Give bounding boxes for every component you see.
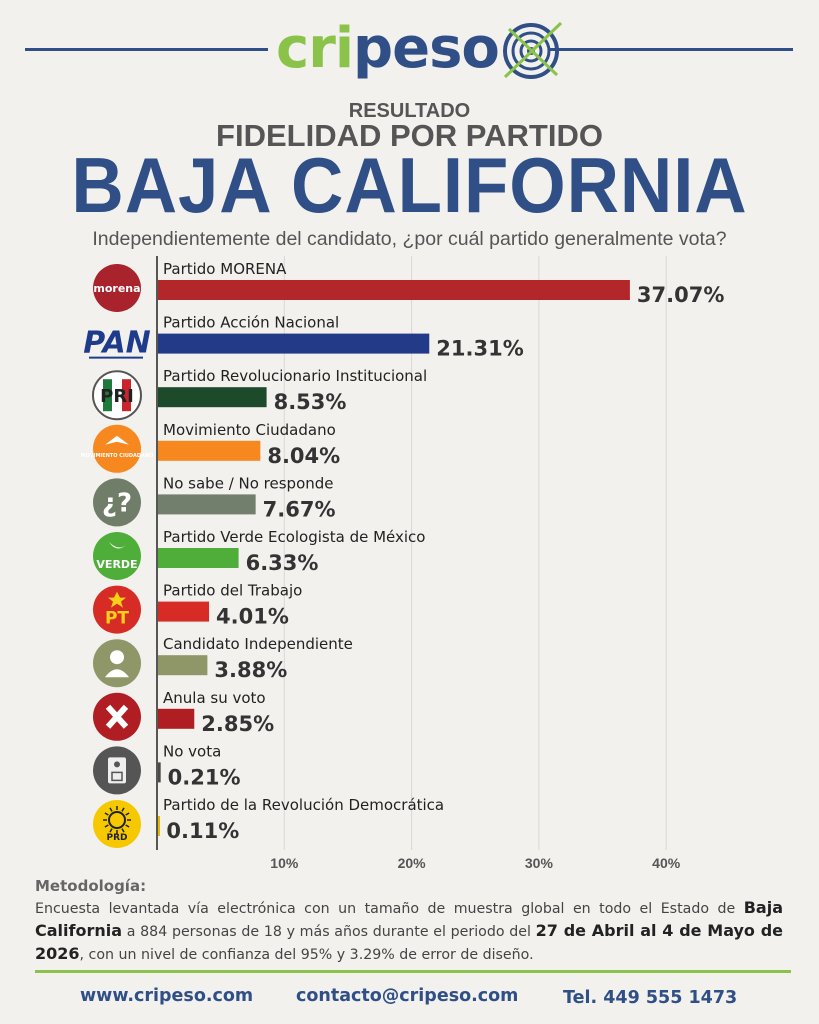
category-label: Partido Acción Nacional <box>163 314 339 332</box>
bar <box>158 655 208 676</box>
methodology-text-1: Encuesta levantada vía electrónica con u… <box>35 901 736 917</box>
category-label: Candidato Independiente <box>163 635 353 653</box>
methodology-title: Metodología: <box>35 877 147 895</box>
bar <box>158 762 161 783</box>
value-label: 37.07% <box>637 283 724 307</box>
question-icon: ¿? <box>93 478 141 527</box>
ballot-icon <box>93 746 141 795</box>
value-label: 21.31% <box>436 337 523 361</box>
value-label: 0.21% <box>168 765 241 789</box>
pan-logo-icon: PAN <box>83 326 151 361</box>
svg-text:MOVIMIENTO CIUDADANO: MOVIMIENTO CIUDADANO <box>81 453 154 459</box>
svg-text:¿?: ¿? <box>102 488 132 518</box>
bar <box>158 601 210 622</box>
x-tick-label: 10% <box>270 855 299 871</box>
value-label: 4.01% <box>216 605 289 629</box>
category-label: Partido Verde Ecologista de México <box>163 528 425 546</box>
methodology-state: Baja California <box>35 898 783 940</box>
category-label: Partido Revolucionario Institucional <box>163 367 427 385</box>
bar <box>158 280 630 300</box>
value-label: 2.85% <box>201 712 274 736</box>
svg-text:PAN: PAN <box>83 326 151 361</box>
page-title: BAJA CALIFORNIA <box>71 141 748 229</box>
morena-logo-icon: morena <box>93 264 141 312</box>
bar-chart: 10% 20% 30% 40% morena Partido MORENA 37.07% PA… <box>81 256 724 871</box>
result-label: RESULTADO <box>348 100 471 122</box>
x-tick-label: 20% <box>398 855 427 871</box>
verde-logo-icon: VERDE <box>93 532 141 580</box>
bar <box>158 708 195 729</box>
person-icon <box>93 639 141 688</box>
footer-divider <box>35 970 791 973</box>
header-line-left <box>25 48 268 51</box>
value-label: 8.04% <box>267 444 340 468</box>
category-label: Anula su voto <box>163 689 266 707</box>
methodology-text-2: a 884 personas de 18 y más años durante … <box>122 924 536 940</box>
prd-logo-icon: PRD <box>93 800 141 848</box>
svg-text:PRI: PRI <box>100 386 134 407</box>
category-label: No sabe / No responde <box>163 474 334 492</box>
methodology: Metodología: Encuesta levantada vía elec… <box>35 876 783 966</box>
category-label: Partido de la Revolución Democrática <box>163 796 444 814</box>
cripeso-logo: cripeso <box>276 14 565 84</box>
bar <box>158 440 261 461</box>
value-label: 7.67% <box>263 497 336 521</box>
footer-phone: Tel. 449 555 1473 <box>563 988 738 1008</box>
value-label: 0.11% <box>166 819 239 843</box>
bar <box>158 816 160 836</box>
subtitle: FIDELIDAD POR PARTIDO <box>216 118 603 153</box>
footer-website-link[interactable]: www.cripeso.com <box>80 986 254 1006</box>
bar <box>158 548 239 568</box>
pri-logo-icon: PRI <box>92 370 142 421</box>
value-label: 6.33% <box>246 551 319 575</box>
survey-question: Independientemente del candidato, ¿por c… <box>92 228 727 250</box>
x-icon <box>93 692 141 741</box>
movimiento-ciudadano-logo-icon: MOVIMIENTO CIUDADANO <box>81 424 154 473</box>
category-label: Movimiento Ciudadano <box>163 421 336 439</box>
category-label: Partido MORENA <box>163 260 287 278</box>
svg-text:PT: PT <box>105 609 129 629</box>
value-label: 3.88% <box>214 658 287 682</box>
pt-logo-icon: PT <box>93 585 141 634</box>
svg-text:VERDE: VERDE <box>96 558 137 571</box>
x-tick-label: 30% <box>525 855 554 871</box>
x-tick-label: 40% <box>652 855 681 871</box>
header-line-right <box>548 48 793 51</box>
methodology-dates: 27 de Abril al 4 de Mayo de 2026 <box>35 921 783 963</box>
methodology-text-3: , con un nivel de confianza del 95% y 3.… <box>79 947 534 963</box>
bar <box>158 333 430 354</box>
svg-text:PRD: PRD <box>107 833 128 843</box>
bar <box>158 387 267 408</box>
footer-email-link[interactable]: contacto@cripeso.com <box>296 986 519 1006</box>
logo-text-blue: peso <box>353 16 500 81</box>
value-label: 8.53% <box>274 390 347 414</box>
target-icon <box>502 21 562 79</box>
bar <box>158 494 256 515</box>
logo-text-green: cri <box>276 16 354 81</box>
svg-text:morena: morena <box>93 282 140 295</box>
category-label: No vota <box>163 742 221 760</box>
category-label: Partido del Trabajo <box>163 582 302 600</box>
